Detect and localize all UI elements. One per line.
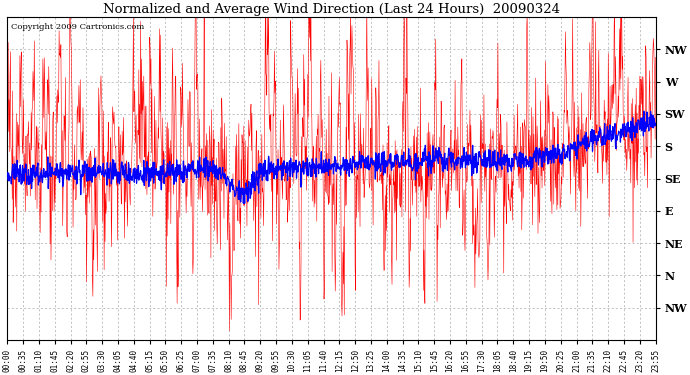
Text: Copyright 2009 Cartronics.com: Copyright 2009 Cartronics.com bbox=[10, 23, 144, 32]
Title: Normalized and Average Wind Direction (Last 24 Hours)  20090324: Normalized and Average Wind Direction (L… bbox=[103, 3, 560, 16]
